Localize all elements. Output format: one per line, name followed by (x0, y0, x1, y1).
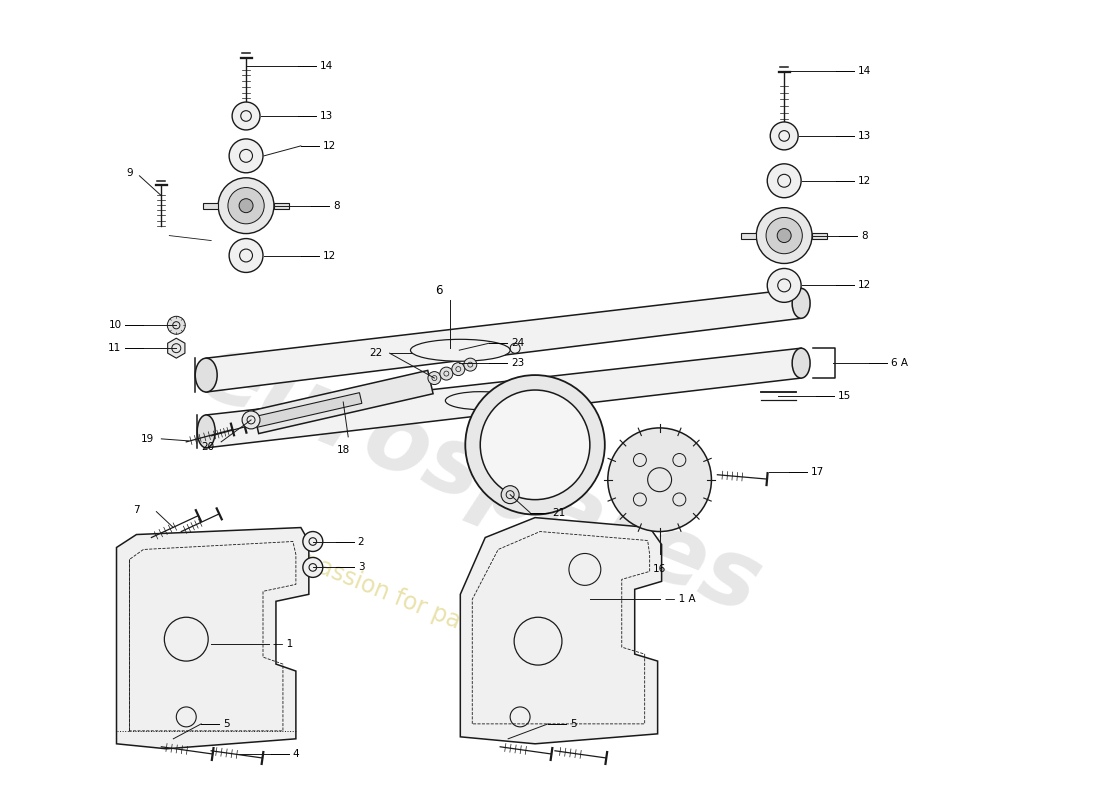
Ellipse shape (195, 358, 217, 392)
Circle shape (608, 428, 712, 531)
Text: 7: 7 (133, 505, 140, 514)
Text: 8: 8 (861, 230, 868, 241)
Polygon shape (206, 348, 801, 448)
Text: 12: 12 (322, 141, 335, 151)
Text: 13: 13 (858, 131, 871, 141)
Text: a passion for parts since 1985: a passion for parts since 1985 (280, 542, 620, 698)
Ellipse shape (410, 339, 510, 362)
Circle shape (229, 139, 263, 173)
Polygon shape (206, 288, 801, 392)
Text: 6: 6 (434, 284, 442, 297)
Circle shape (757, 208, 812, 263)
Text: — 1 A: — 1 A (664, 594, 695, 604)
Text: 22: 22 (370, 348, 383, 358)
Circle shape (229, 238, 263, 273)
Text: 14: 14 (320, 61, 333, 71)
Text: 18: 18 (337, 445, 350, 455)
Polygon shape (255, 393, 362, 427)
Text: 6 A: 6 A (891, 358, 908, 368)
FancyBboxPatch shape (741, 233, 757, 238)
Circle shape (440, 367, 453, 380)
Text: 23: 23 (512, 358, 525, 368)
Text: 21: 21 (552, 508, 565, 518)
FancyBboxPatch shape (812, 233, 827, 238)
Circle shape (767, 164, 801, 198)
Circle shape (465, 375, 605, 514)
Circle shape (242, 411, 260, 429)
Text: 2: 2 (358, 537, 364, 546)
Ellipse shape (446, 392, 515, 410)
Polygon shape (167, 338, 185, 358)
Text: 9: 9 (126, 168, 133, 178)
Circle shape (464, 358, 476, 371)
Circle shape (481, 390, 590, 500)
Text: 12: 12 (322, 250, 335, 261)
Ellipse shape (197, 415, 216, 448)
Circle shape (502, 486, 519, 504)
Circle shape (232, 102, 260, 130)
Polygon shape (253, 370, 433, 434)
Circle shape (302, 531, 322, 551)
Circle shape (167, 316, 185, 334)
Text: 3: 3 (358, 562, 364, 573)
FancyBboxPatch shape (274, 202, 289, 209)
Text: 20: 20 (201, 442, 214, 452)
Text: 24: 24 (512, 338, 525, 348)
Text: 5: 5 (223, 719, 230, 729)
Text: 15: 15 (838, 391, 851, 401)
Ellipse shape (792, 348, 810, 378)
Text: 12: 12 (858, 280, 871, 290)
Polygon shape (460, 518, 661, 744)
Circle shape (770, 122, 799, 150)
Text: eurospares: eurospares (186, 325, 774, 634)
Text: 19: 19 (141, 434, 154, 444)
Text: 14: 14 (858, 66, 871, 76)
Text: 4: 4 (293, 749, 299, 758)
FancyBboxPatch shape (202, 202, 218, 209)
Text: 17: 17 (811, 466, 824, 477)
Circle shape (778, 229, 791, 242)
Text: 5: 5 (570, 719, 576, 729)
Text: 11: 11 (108, 343, 121, 353)
Polygon shape (117, 527, 309, 749)
Text: 12: 12 (858, 176, 871, 186)
Text: 10: 10 (109, 320, 121, 330)
Circle shape (239, 198, 253, 213)
Ellipse shape (792, 288, 810, 318)
Text: 16: 16 (653, 565, 667, 574)
Circle shape (218, 178, 274, 234)
Text: 13: 13 (320, 111, 333, 121)
Circle shape (452, 362, 465, 375)
Text: 8: 8 (333, 201, 340, 210)
Circle shape (228, 187, 264, 224)
Circle shape (302, 558, 322, 578)
Circle shape (766, 218, 802, 254)
Circle shape (767, 269, 801, 302)
Text: — 1: — 1 (273, 639, 294, 649)
Circle shape (428, 371, 441, 385)
